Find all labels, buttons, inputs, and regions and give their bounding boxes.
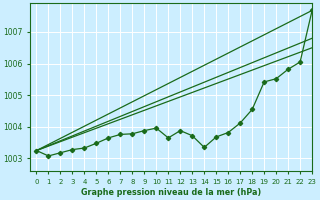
X-axis label: Graphe pression niveau de la mer (hPa): Graphe pression niveau de la mer (hPa) xyxy=(81,188,261,197)
